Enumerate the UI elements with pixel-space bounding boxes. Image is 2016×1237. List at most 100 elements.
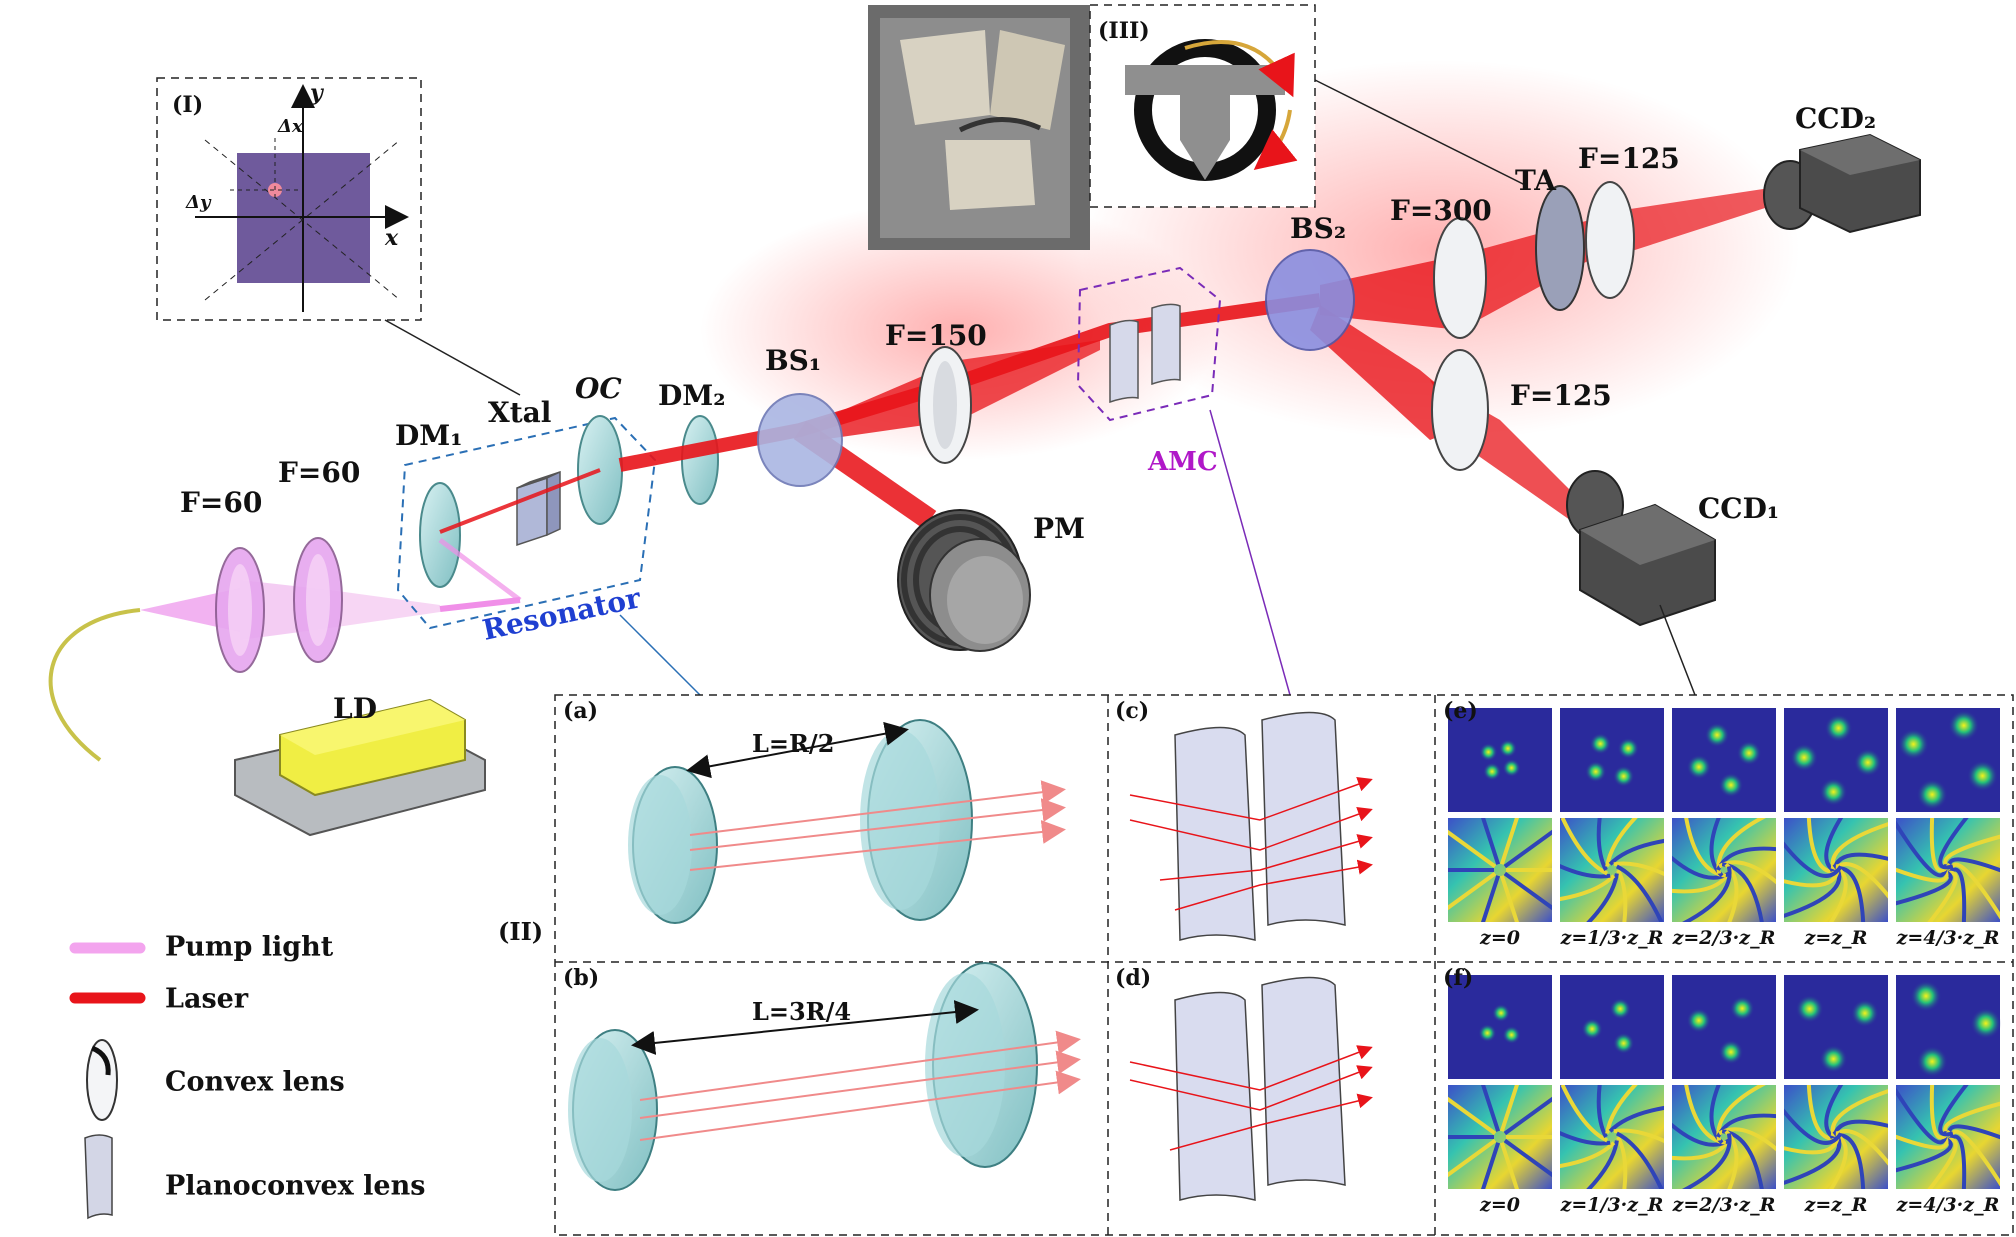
phase-plot-f-5 [1896, 1085, 2000, 1189]
legend-planoconvex-label: Planoconvex lens [165, 1171, 425, 1202]
intensity-plot-e-3 [1672, 708, 1776, 812]
phase-fringe [1448, 1096, 1497, 1136]
phase-fringe [1596, 818, 1608, 871]
phase-fringe [1613, 861, 1664, 876]
lens-f300 [1433, 217, 1487, 339]
panel-a-length: L=R/2 [752, 729, 834, 758]
phase-fringe [1503, 1096, 1552, 1136]
pump-cone [140, 588, 240, 632]
panel-c-drawing [1129, 711, 1373, 941]
intensity-spot [1617, 737, 1639, 759]
phase-fringe [1605, 818, 1638, 867]
amc-cylinder-lens-2 [1151, 303, 1181, 386]
z-label-f-1: z=0 [1479, 1194, 1520, 1216]
phase-fringe [1560, 1085, 1609, 1143]
intensity-spot [1736, 740, 1762, 766]
panel-d-label: (d) [1115, 965, 1151, 991]
phase-fringe [1481, 1142, 1501, 1189]
phase-fringe [1613, 1128, 1664, 1143]
panel-d-drawing [1129, 976, 1373, 1201]
phase-fringe [1784, 1108, 1843, 1145]
intensity-plot-f-1 [1448, 975, 1552, 1079]
intensity-spot [1613, 1032, 1635, 1054]
phase-fringe [1586, 873, 1619, 922]
phase-plot-e-2 [1560, 818, 1664, 922]
phase-fringe [1503, 1138, 1552, 1178]
label-dm1: DM₁ [395, 419, 463, 452]
panel-b-label: (b) [563, 965, 599, 991]
legend-laser-label: Laser [165, 984, 249, 1015]
phase-fringe [1608, 1105, 1664, 1133]
label-f125-bottom: F=125 [1510, 379, 1612, 412]
phase-fringe [1448, 829, 1497, 869]
phase-fringe [1681, 1133, 1732, 1189]
intensity-spot [1613, 765, 1635, 787]
inset-III-diagram [1089, 4, 1316, 208]
phase-fringe [1503, 829, 1552, 869]
intensity-spot [1478, 1024, 1497, 1043]
intensity-plot-e-5 [1896, 708, 2000, 812]
label-amc: AMC [1147, 447, 1218, 477]
phase-fringe [1560, 818, 1609, 876]
z-label-f-5: z=4/3·z_R [1896, 1194, 2000, 1216]
intensity-spot [1483, 762, 1502, 781]
intensity-plot-e-2 [1560, 708, 1664, 812]
intensity-spot [1790, 743, 1818, 772]
panel-e-label: (e) [1443, 698, 1478, 724]
intensity-spot [1851, 999, 1879, 1028]
pump-beam [439, 597, 521, 612]
phase-fringe [1499, 875, 1519, 922]
label-bs1: BS₁ [765, 344, 821, 377]
lens-f125-top [1585, 181, 1635, 299]
label-f60-2: F=60 [278, 456, 360, 489]
amc-box [1076, 266, 1222, 422]
intensity-spot [1916, 1046, 1948, 1077]
intensity-spot [1795, 995, 1824, 1023]
intensity-spot [1967, 760, 1998, 792]
crystal [516, 470, 561, 547]
inset-I-x-axis: x [384, 225, 399, 251]
intensity-spot [1704, 722, 1730, 748]
intensity-spot [1948, 710, 1980, 741]
phase-fringe [1499, 1085, 1519, 1132]
phase-fringe [1615, 864, 1664, 922]
phase-fringe [1938, 1085, 1969, 1137]
label-ccd1: CCD₁ [1698, 492, 1779, 525]
phase-fringe [1608, 838, 1664, 866]
z-label-f-3: z=2/3·z_R [1672, 1194, 1776, 1216]
z-label-e-3: z=2/3·z_R [1672, 927, 1776, 949]
phase-fringe [1499, 1142, 1519, 1189]
intensity-spot [1824, 714, 1853, 742]
section-II-label: (II) [498, 917, 543, 946]
label-f125-top: F=125 [1578, 142, 1680, 175]
ccd2-camera [1763, 133, 1921, 234]
panel-c-label: (c) [1115, 698, 1149, 724]
legend-convex-label: Convex lens [165, 1067, 345, 1098]
tilted-aperture [1535, 185, 1585, 311]
lens-f150 [918, 346, 972, 464]
phase-fringe [1616, 1136, 1628, 1189]
legend: Pump light Laser Convex lens Planoconvex… [69, 932, 425, 1220]
intensity-spot [1585, 761, 1607, 783]
intensity-spot [1492, 1004, 1511, 1023]
phase-fringe [1616, 869, 1628, 922]
panel-a-label: (a) [563, 698, 598, 724]
dm1-mirror [419, 482, 461, 588]
label-ta: TA [1515, 164, 1557, 197]
phase-fringe [1448, 1138, 1497, 1178]
pump-lens-1 [215, 547, 265, 673]
intensity-spot [1502, 1025, 1521, 1044]
intensity-spot [1898, 728, 1929, 760]
intensity-plot-f-3 [1672, 975, 1776, 1079]
z-label-e-1: z=0 [1479, 927, 1520, 949]
inset-III-label: (III) [1098, 18, 1150, 44]
label-ld: LD [333, 692, 377, 725]
phase-fringe [1503, 871, 1552, 911]
pump-lens-2 [293, 537, 343, 663]
z-label-f-4: z=z_R [1804, 1194, 1868, 1216]
phase-fringe [1560, 1131, 1611, 1146]
intensity-spot [1686, 1008, 1712, 1033]
bs2-beamsplitter [1265, 249, 1355, 351]
inset-I [156, 77, 422, 321]
